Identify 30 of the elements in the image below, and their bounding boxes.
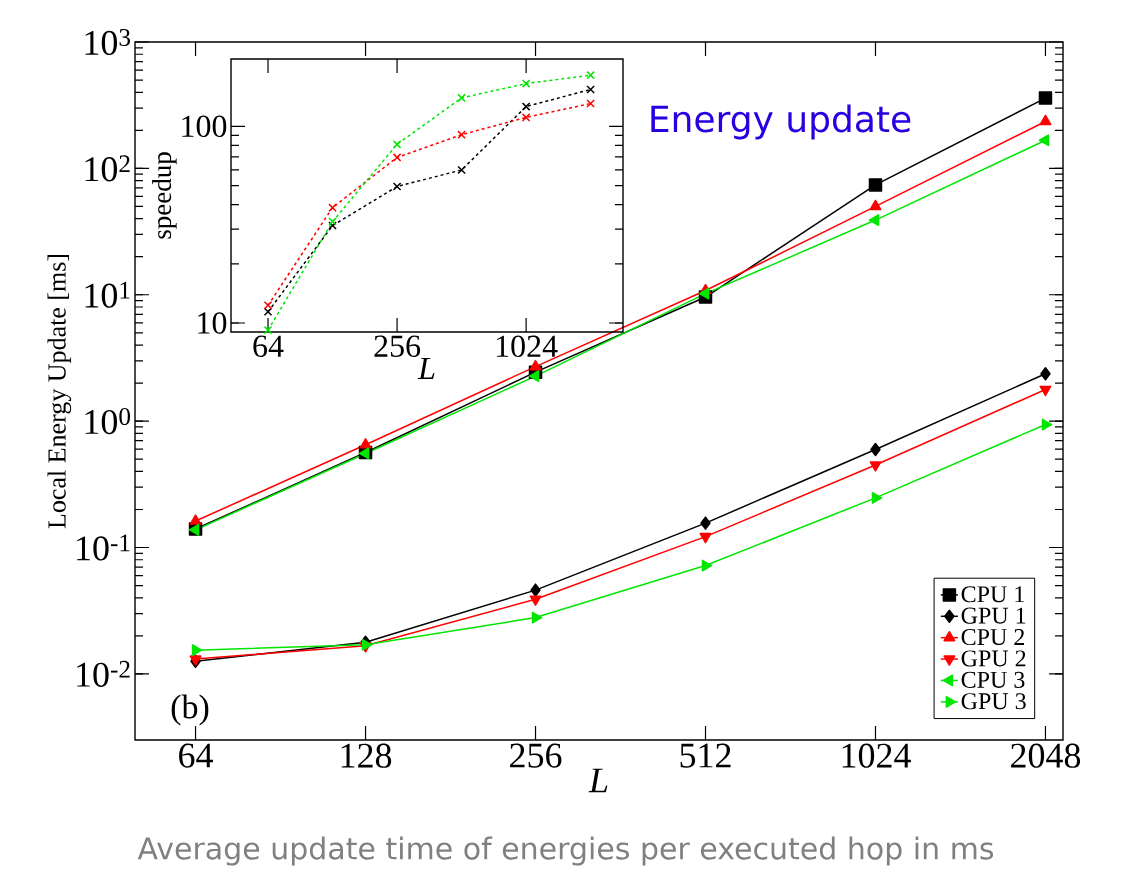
x-tick-label: 512 [680,743,731,768]
legend-label: GPU 3 [961,693,1026,710]
y-axis-title: speedup [152,152,177,239]
annotation: Energy update [651,104,911,140]
annotation: (b) [171,694,209,726]
x-tick-label: 256 [374,335,421,358]
x-tick-label: 256 [510,743,562,768]
y-tick-label: 10$^{2}$ [85,155,130,182]
y-tick-label: 100 [182,115,227,138]
x-tick-label: 64 [253,335,284,358]
x-tick-label: 2048 [1011,743,1081,768]
x-tick-label: 128 [341,743,392,768]
x-tick-label: 64 [179,743,213,768]
x-tick-label: 1024 [842,743,911,768]
y-tick-label: 10 [198,312,227,334]
x-axis-title: L [588,768,608,793]
y-axis-title: Local Energy Update [ms] [47,254,72,529]
legend-label: CPU 3 [961,671,1025,688]
text: Average update time of energies per executed hop in ms [137,836,994,866]
legend-label: GPU 1 [961,607,1026,624]
y-tick-label: 10$^{1}$ [85,281,130,308]
legend-label: CPU 1 [961,586,1024,603]
legend-label: CPU 2 [961,628,1025,646]
legend-label: GPU 2 [961,650,1026,667]
y-tick-label: 10$^{-2}$ [77,660,130,687]
y-tick-label: 10$^{-1}$ [77,534,130,561]
x-axis-title: L [417,357,435,379]
x-tick-label: 1024 [496,335,558,358]
y-tick-label: 10$^{0}$ [85,408,131,435]
y-tick-label: 10$^{3}$ [85,28,131,56]
